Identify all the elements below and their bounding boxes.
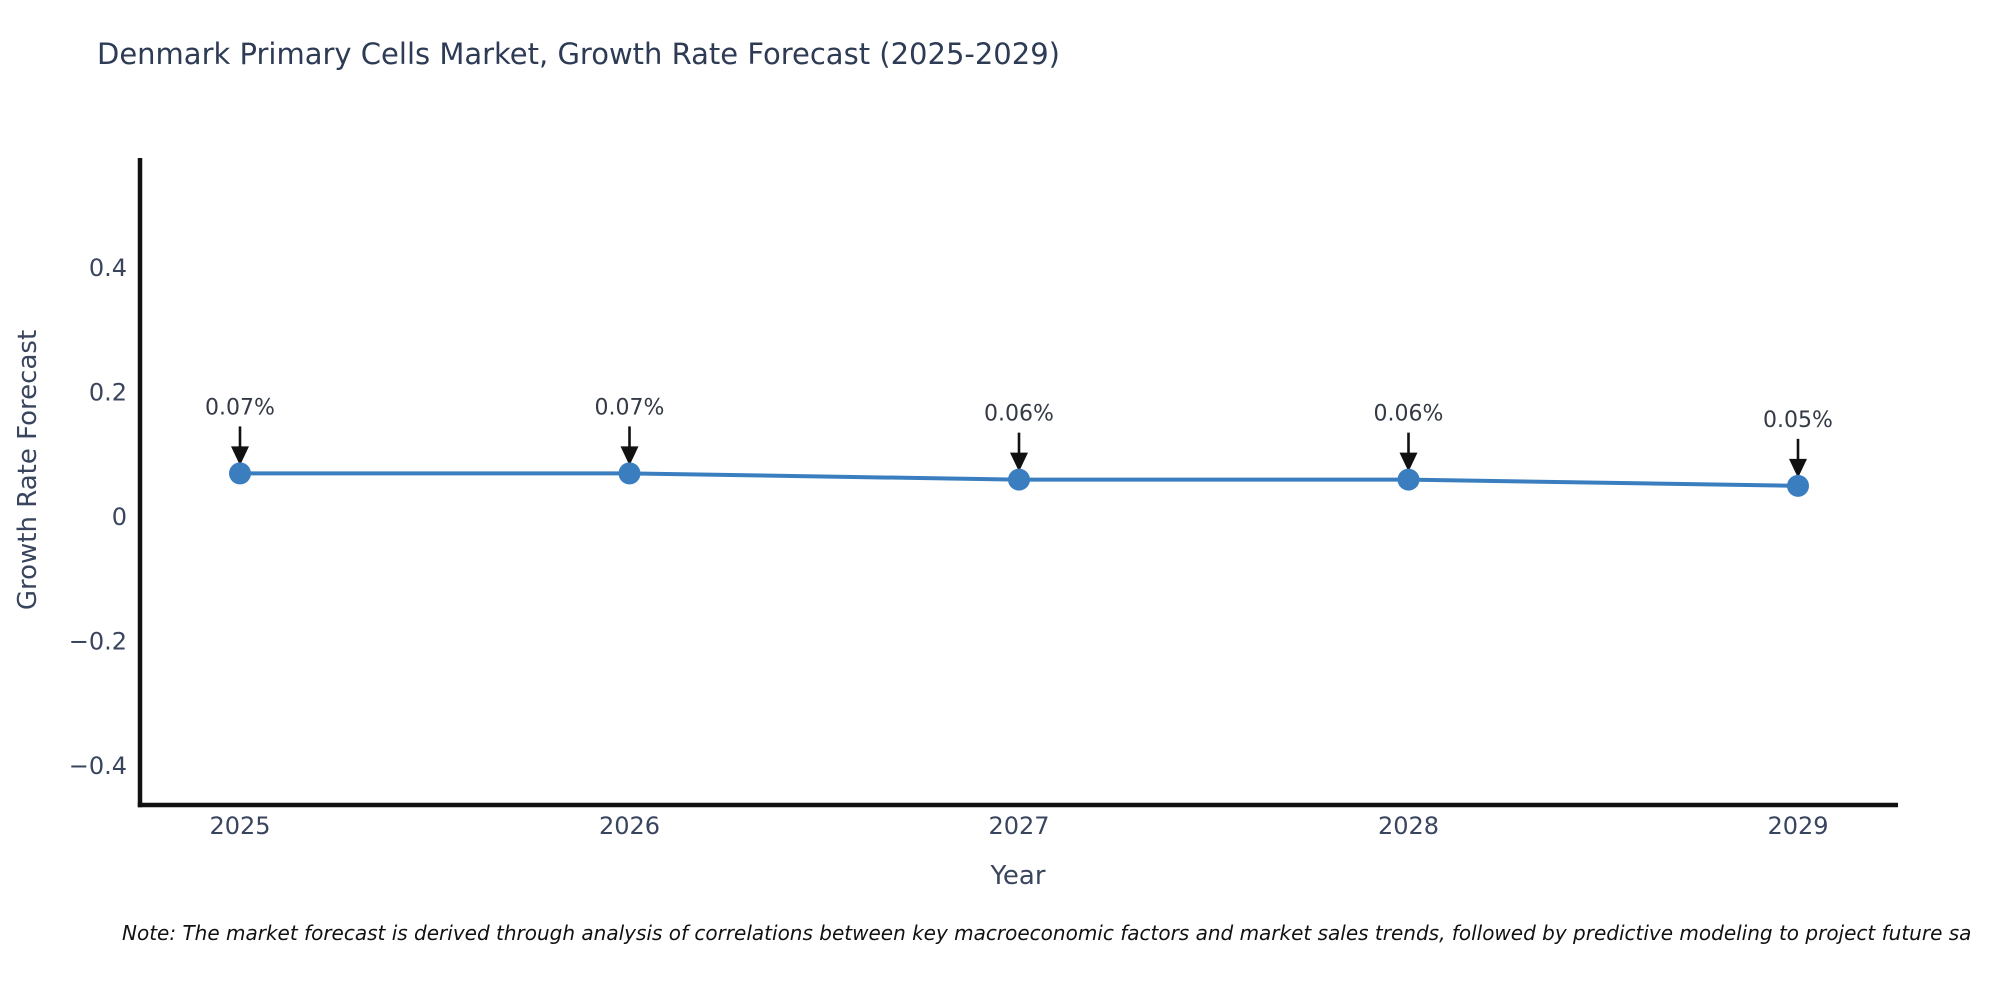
- y-axis-tick-label: −0.4: [69, 752, 127, 780]
- annotation-label: 0.06%: [984, 402, 1054, 427]
- annotation-arrow-head: [1789, 458, 1807, 478]
- annotation-arrow-head: [1010, 452, 1028, 472]
- x-axis-tick-label: 2029: [1767, 812, 1828, 840]
- data-point-marker: [1787, 474, 1809, 497]
- annotation-arrow-head: [231, 446, 249, 466]
- annotation-arrow-head: [620, 446, 639, 466]
- x-axis-tick-label: 2028: [1378, 812, 1439, 840]
- annotation-label: 0.05%: [1763, 408, 1833, 433]
- y-axis-tick-label: −0.2: [69, 627, 127, 655]
- annotation-label: 0.07%: [595, 395, 665, 420]
- y-axis-tick-label: 0.4: [89, 254, 127, 282]
- x-axis-tick-label: 2025: [209, 812, 270, 840]
- annotation-arrow-head: [1399, 452, 1418, 472]
- data-point-marker: [618, 462, 641, 485]
- y-axis-tick-label: 0: [112, 503, 127, 531]
- y-axis-tick-label: 0.2: [89, 379, 127, 407]
- annotation-label: 0.06%: [1374, 402, 1444, 427]
- x-axis-tick-label: 2027: [988, 812, 1049, 840]
- annotation-label: 0.07%: [205, 395, 275, 420]
- data-point-marker: [1397, 468, 1420, 491]
- data-point-marker: [229, 462, 251, 485]
- chart-title: Denmark Primary Cells Market, Growth Rat…: [97, 37, 1060, 71]
- x-axis-title: Year: [990, 861, 1046, 891]
- x-axis-tick-label: 2026: [599, 812, 660, 840]
- data-point-marker: [1008, 468, 1030, 491]
- footnote: Note: The market forecast is derived thr…: [122, 921, 1972, 945]
